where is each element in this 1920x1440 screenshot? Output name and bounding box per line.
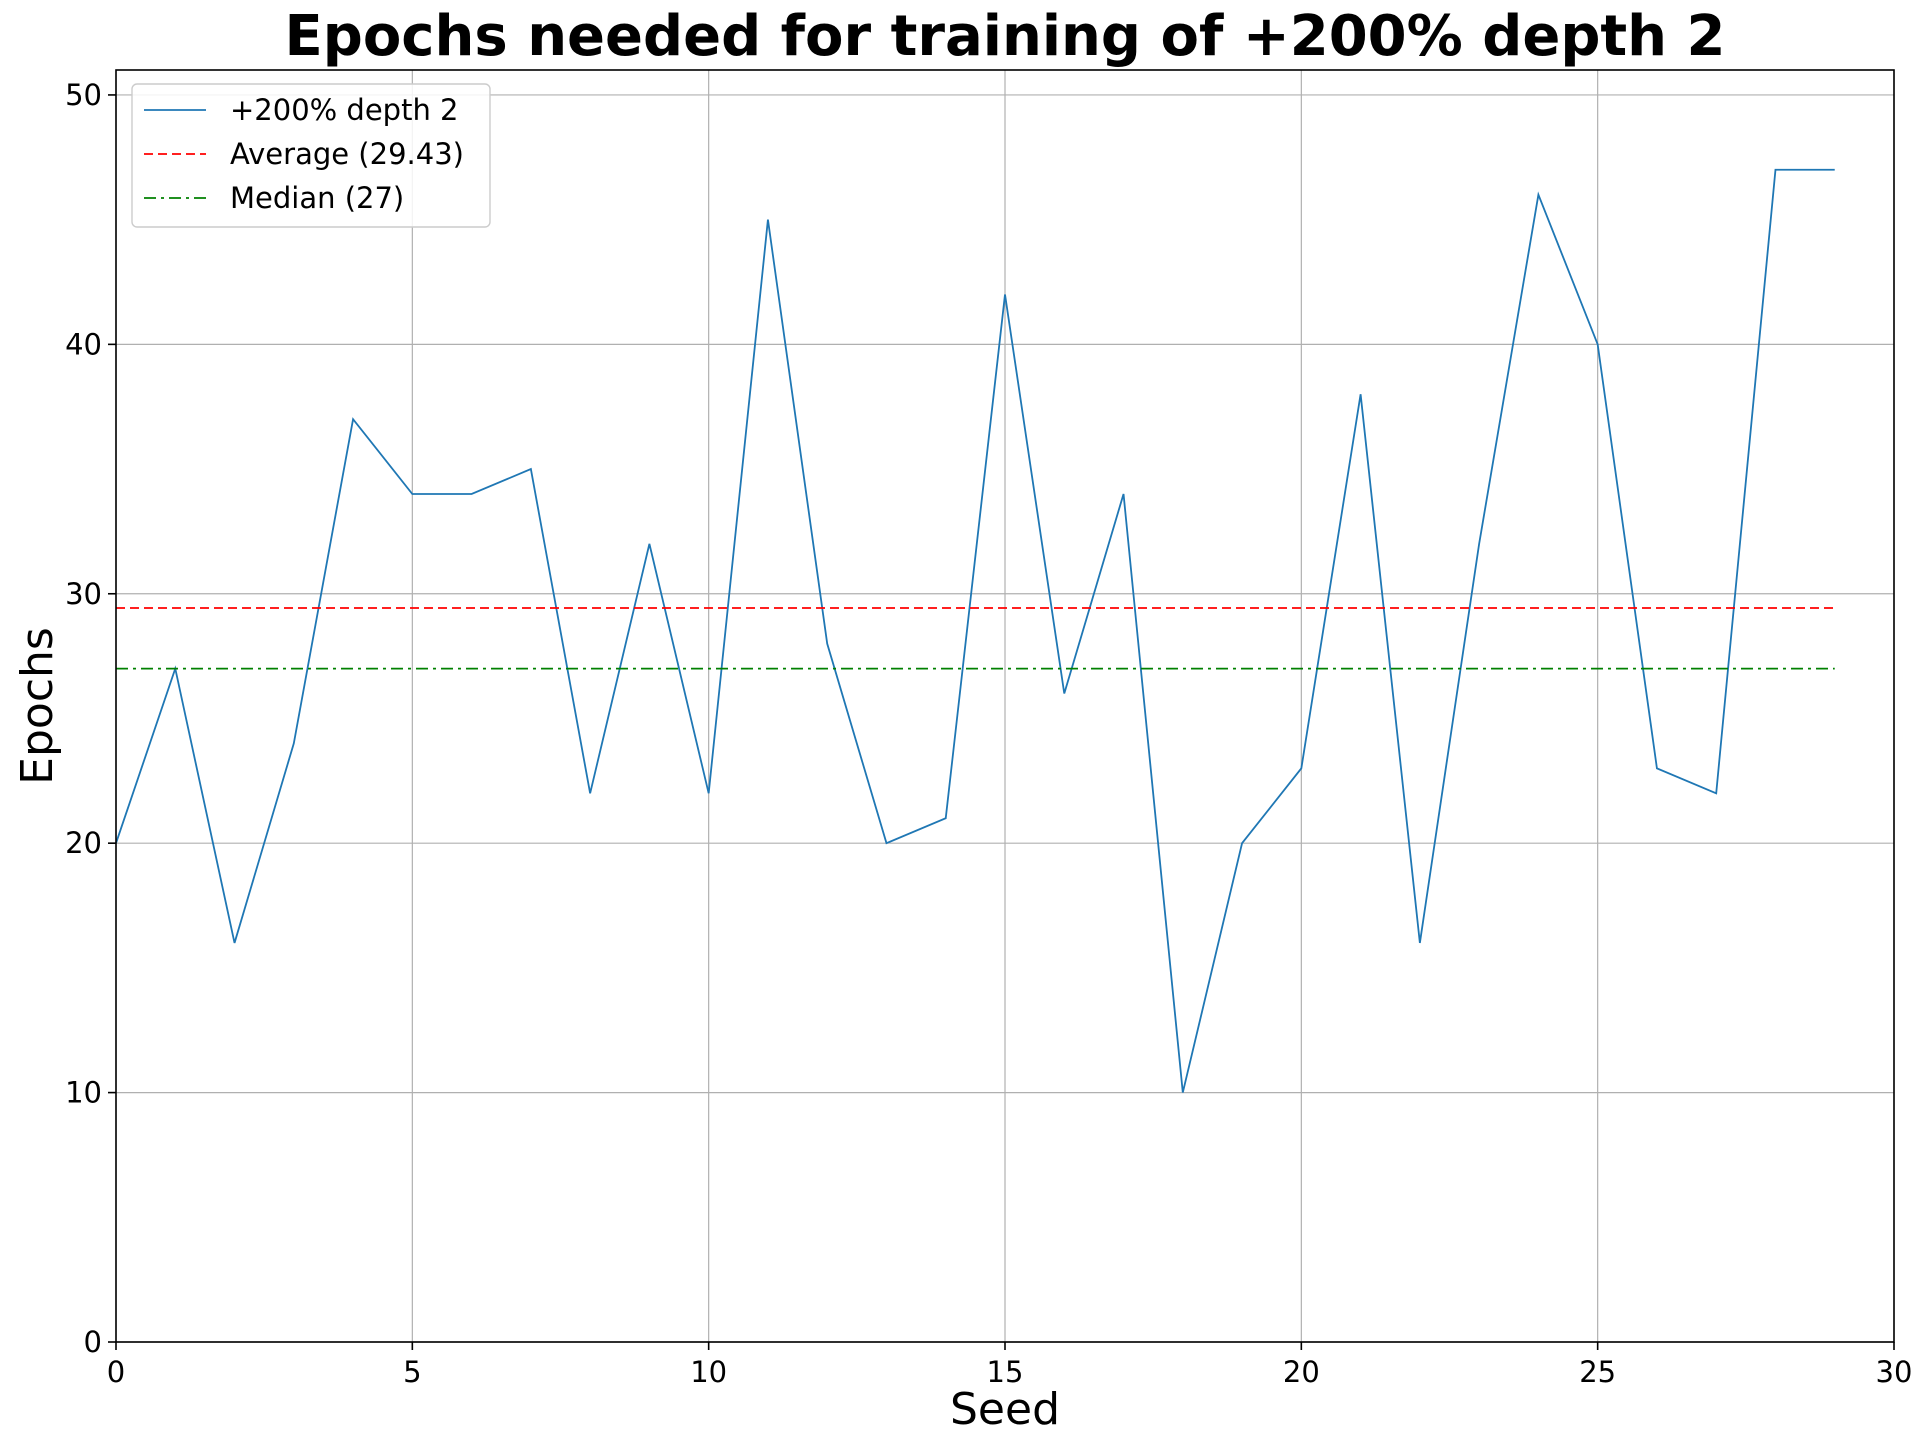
series-layer (115, 168, 1835, 1093)
x-tick-label: 5 (403, 1355, 421, 1389)
y-tick-label: 50 (65, 78, 102, 112)
legend: +200% depth 2 Average (29.43) Median (27) (131, 83, 491, 228)
y-tick-label: 20 (65, 826, 102, 860)
y-tick-label: 40 (65, 327, 102, 361)
y-tick-label: 0 (84, 1325, 102, 1359)
x-tick-label: 20 (1283, 1355, 1320, 1389)
legend-label: +200% depth 2 (230, 93, 459, 127)
y-tick-label: 30 (65, 577, 102, 611)
ticks: 0 5 10 15 20 25 30 0 10 20 30 40 50 (65, 78, 1912, 1389)
series-line-0 (115, 168, 1835, 1093)
x-tick-label: 0 (107, 1355, 125, 1389)
y-axis-label: Epochs (12, 627, 63, 785)
x-tick-label: 10 (690, 1355, 727, 1389)
x-tick-label: 30 (1876, 1355, 1913, 1389)
x-tick-label: 15 (987, 1355, 1024, 1389)
legend-label: Average (29.43) (230, 137, 464, 171)
legend-label: Median (27) (230, 181, 404, 215)
x-tick-label: 25 (1579, 1355, 1616, 1389)
legend-box (131, 83, 491, 228)
y-tick-label: 10 (65, 1076, 102, 1110)
chart-title: Epochs needed for training of +200% dept… (284, 4, 1725, 69)
x-axis-label: Seed (950, 1384, 1060, 1435)
